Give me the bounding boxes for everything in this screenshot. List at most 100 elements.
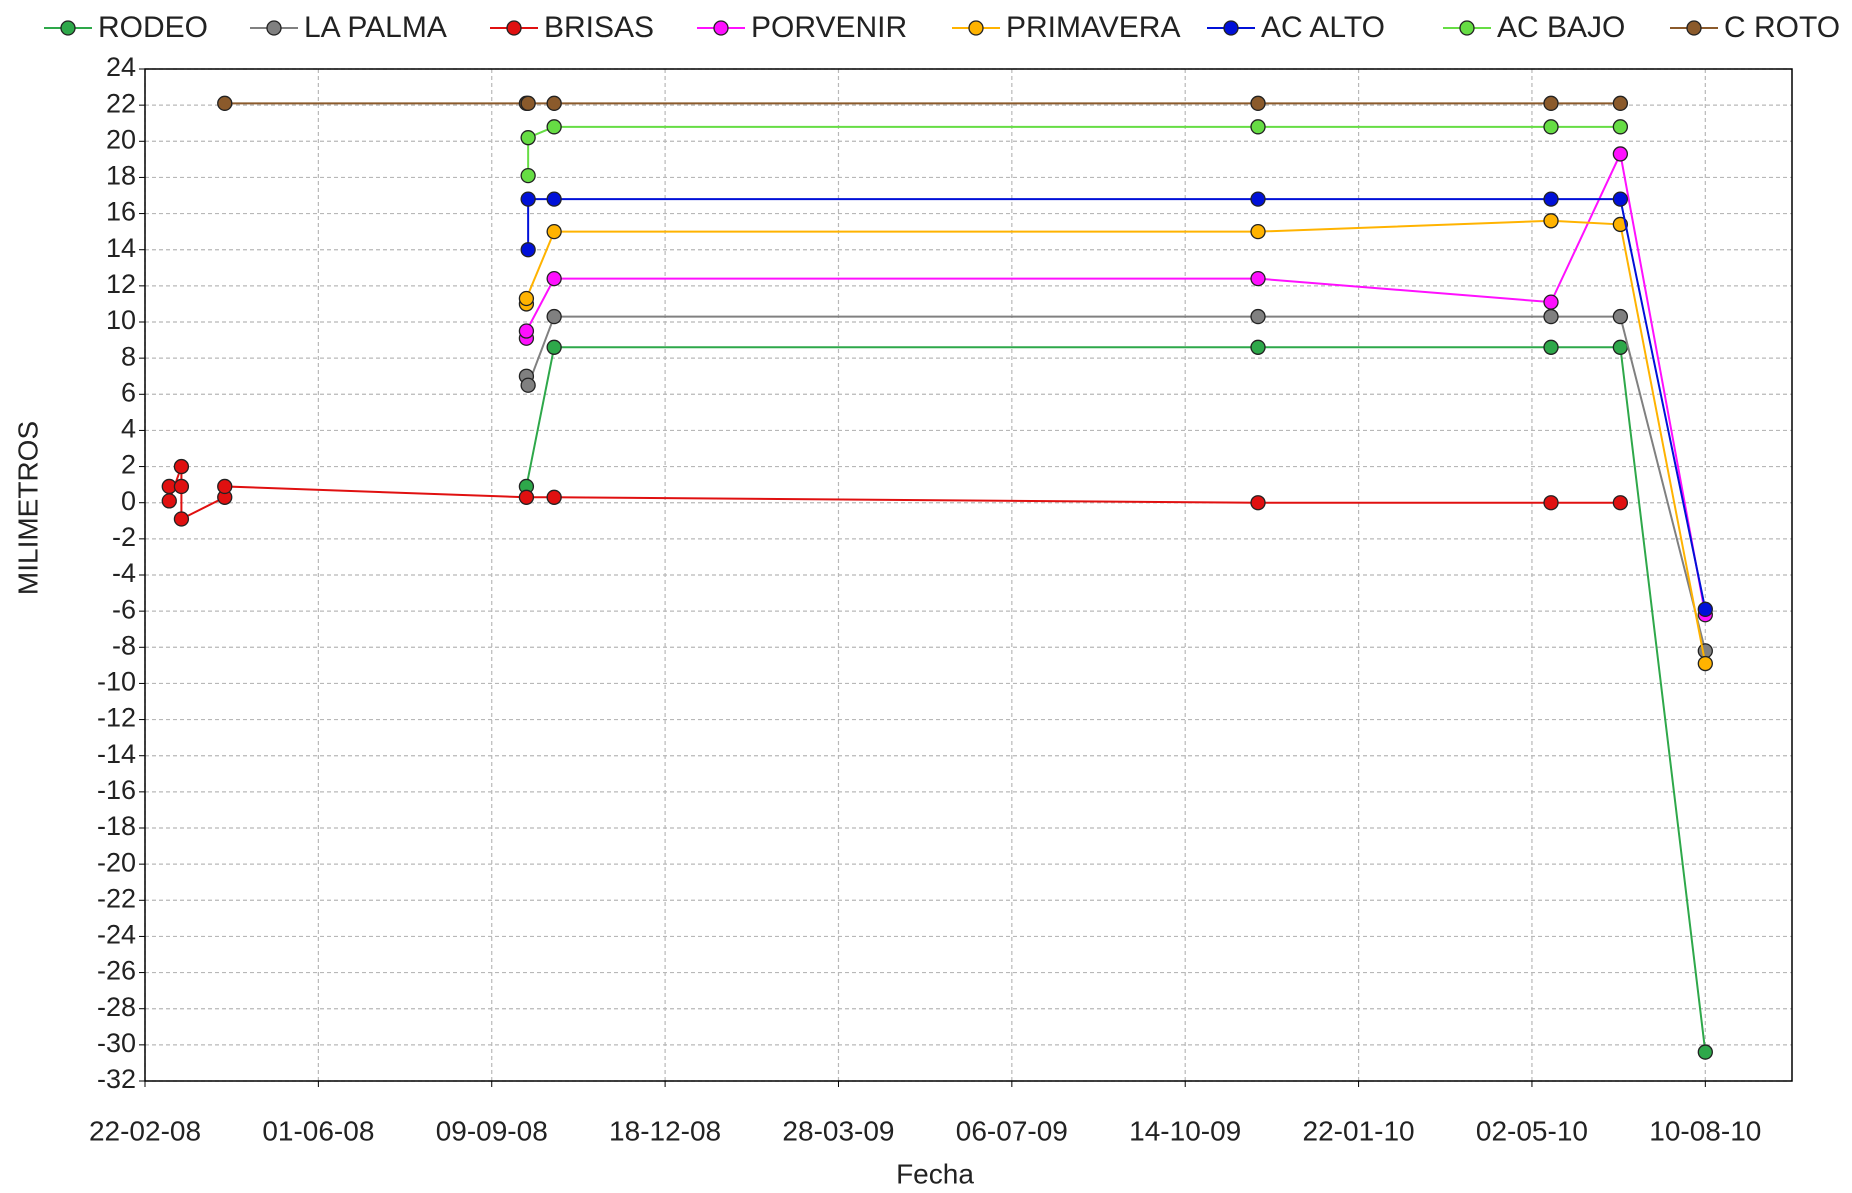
series-line [525, 219, 1707, 664]
legend-marker [1459, 20, 1475, 36]
y-tick-label: -22 [97, 883, 136, 913]
series-line [168, 466, 1621, 521]
y-tick-label: 0 [121, 486, 136, 516]
data-point [1543, 119, 1559, 135]
data-point [1250, 191, 1266, 207]
y-tick-label: -10 [97, 667, 136, 697]
data-point [1697, 1044, 1713, 1060]
data-point [1250, 223, 1266, 240]
x-tick-label: 14-10-09 [1129, 1115, 1241, 1146]
data-point [1612, 146, 1629, 162]
legend-label: BRISAS [544, 11, 654, 44]
y-tick-label: -4 [112, 558, 136, 588]
y-tick-label: -20 [97, 847, 136, 877]
data-point [1250, 95, 1266, 111]
data-point [1612, 339, 1629, 355]
y-tick-label: 20 [106, 124, 136, 154]
y-tick-label: 10 [106, 305, 136, 335]
legend-label: C ROTO [1724, 11, 1840, 44]
data-point [1543, 95, 1559, 111]
data-point [1543, 191, 1559, 207]
legend-label: PRIMAVERA [1006, 11, 1180, 44]
y-tick-label: 22 [106, 88, 136, 118]
series-line [525, 346, 1707, 1053]
y-tick-label: -14 [97, 739, 136, 769]
data-point [1543, 308, 1559, 325]
data-point [1612, 95, 1629, 111]
data-point [1250, 119, 1266, 135]
data-point [518, 323, 535, 339]
data-point [546, 339, 562, 355]
data-point [1697, 601, 1713, 617]
data-point [173, 478, 190, 495]
data-point [1250, 339, 1266, 355]
x-tick-label: 18-12-08 [609, 1115, 721, 1146]
data-point [161, 493, 177, 509]
data-point [1543, 495, 1559, 511]
legend-label: AC BAJO [1497, 11, 1625, 44]
data-point [518, 489, 535, 505]
y-tick-label: 4 [121, 414, 136, 444]
data-point [1543, 339, 1559, 355]
data-point [1612, 191, 1629, 207]
y-tick-label: -8 [112, 630, 136, 660]
y-tick-label: 2 [121, 450, 136, 480]
series-line [527, 198, 1707, 610]
data-point [1250, 308, 1266, 325]
y-axis-label: MILIMETROS [12, 421, 43, 595]
y-tick-label: -6 [112, 594, 136, 624]
data-point [546, 119, 562, 135]
x-tick-label: 28-03-09 [782, 1115, 894, 1146]
data-point [173, 511, 190, 527]
data-point [1543, 294, 1559, 310]
x-tick-label: 22-01-10 [1303, 1115, 1415, 1146]
x-tick-label: 10-08-10 [1649, 1115, 1761, 1146]
data-point [546, 95, 562, 111]
data-point [1697, 643, 1713, 659]
y-tick-label: 16 [106, 197, 136, 227]
x-axis-label: Fecha [896, 1158, 974, 1189]
y-tick-label: -12 [97, 703, 136, 733]
legend-marker [1223, 20, 1239, 36]
data-point [518, 290, 535, 307]
y-tick-label: 24 [106, 52, 136, 82]
legend-marker [506, 20, 522, 36]
legend-marker [60, 20, 76, 36]
x-tick-label: 02-05-10 [1476, 1115, 1588, 1146]
data-point [1612, 308, 1629, 325]
data-point [1250, 495, 1266, 511]
data-point [520, 377, 536, 393]
data-point [546, 270, 562, 287]
series-line [525, 150, 1707, 615]
data-point [520, 167, 536, 184]
y-tick-label: -18 [97, 811, 136, 841]
data-point [520, 130, 536, 146]
x-tick-label: 09-09-08 [436, 1115, 548, 1146]
legend-label: PORVENIR [751, 11, 907, 44]
data-point [217, 95, 233, 111]
legend-marker [1686, 20, 1702, 36]
data-point [520, 95, 536, 111]
y-tick-label: 18 [106, 161, 136, 191]
data-point [217, 478, 233, 495]
data-point [546, 308, 562, 325]
legend-marker [713, 20, 729, 36]
legend-label: AC ALTO [1261, 11, 1385, 44]
data-point [546, 223, 562, 240]
y-tick-label: 8 [121, 341, 136, 371]
legend-label: LA PALMA [304, 11, 447, 44]
plot-frame [144, 68, 1793, 1082]
y-tick-label: -32 [97, 1064, 136, 1094]
data-point [1543, 213, 1559, 229]
y-tick-label: -16 [97, 775, 136, 805]
x-tick-label: 06-07-09 [956, 1115, 1068, 1146]
legend-marker [266, 20, 282, 36]
data-point [1612, 119, 1629, 135]
legend-label: RODEO [98, 11, 208, 44]
y-tick-label: -24 [97, 920, 136, 950]
series-line [525, 315, 1707, 652]
x-tick-label: 22-02-08 [89, 1115, 201, 1146]
data-point [520, 191, 536, 207]
x-tick-label: 01-06-08 [262, 1115, 374, 1146]
